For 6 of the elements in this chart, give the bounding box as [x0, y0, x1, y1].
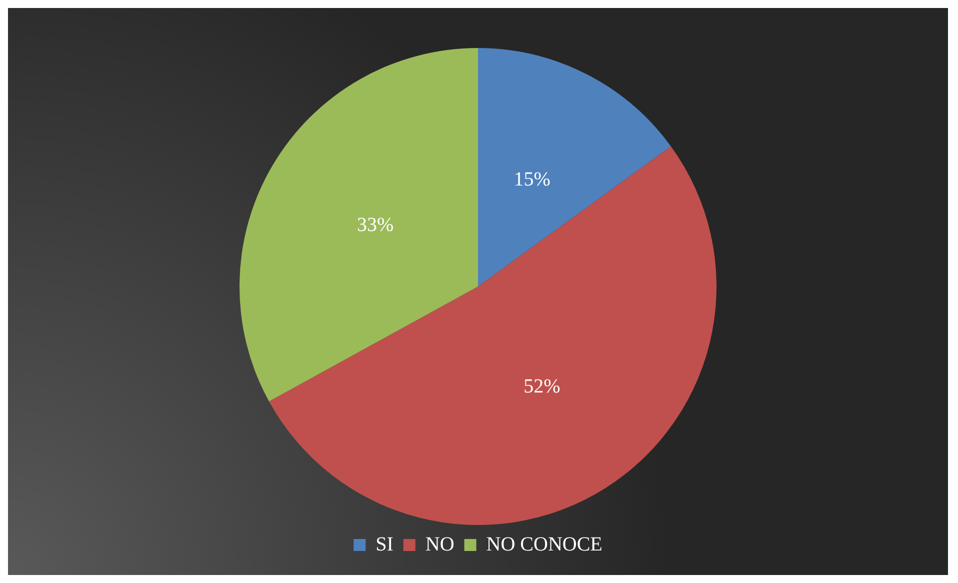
legend-label: NO — [425, 533, 454, 556]
data-label: 15% — [514, 168, 550, 190]
legend-label: NO CONOCE — [486, 533, 602, 556]
legend-label: SI — [376, 533, 394, 556]
data-label: 33% — [357, 214, 394, 236]
data-label: 52% — [524, 375, 560, 398]
